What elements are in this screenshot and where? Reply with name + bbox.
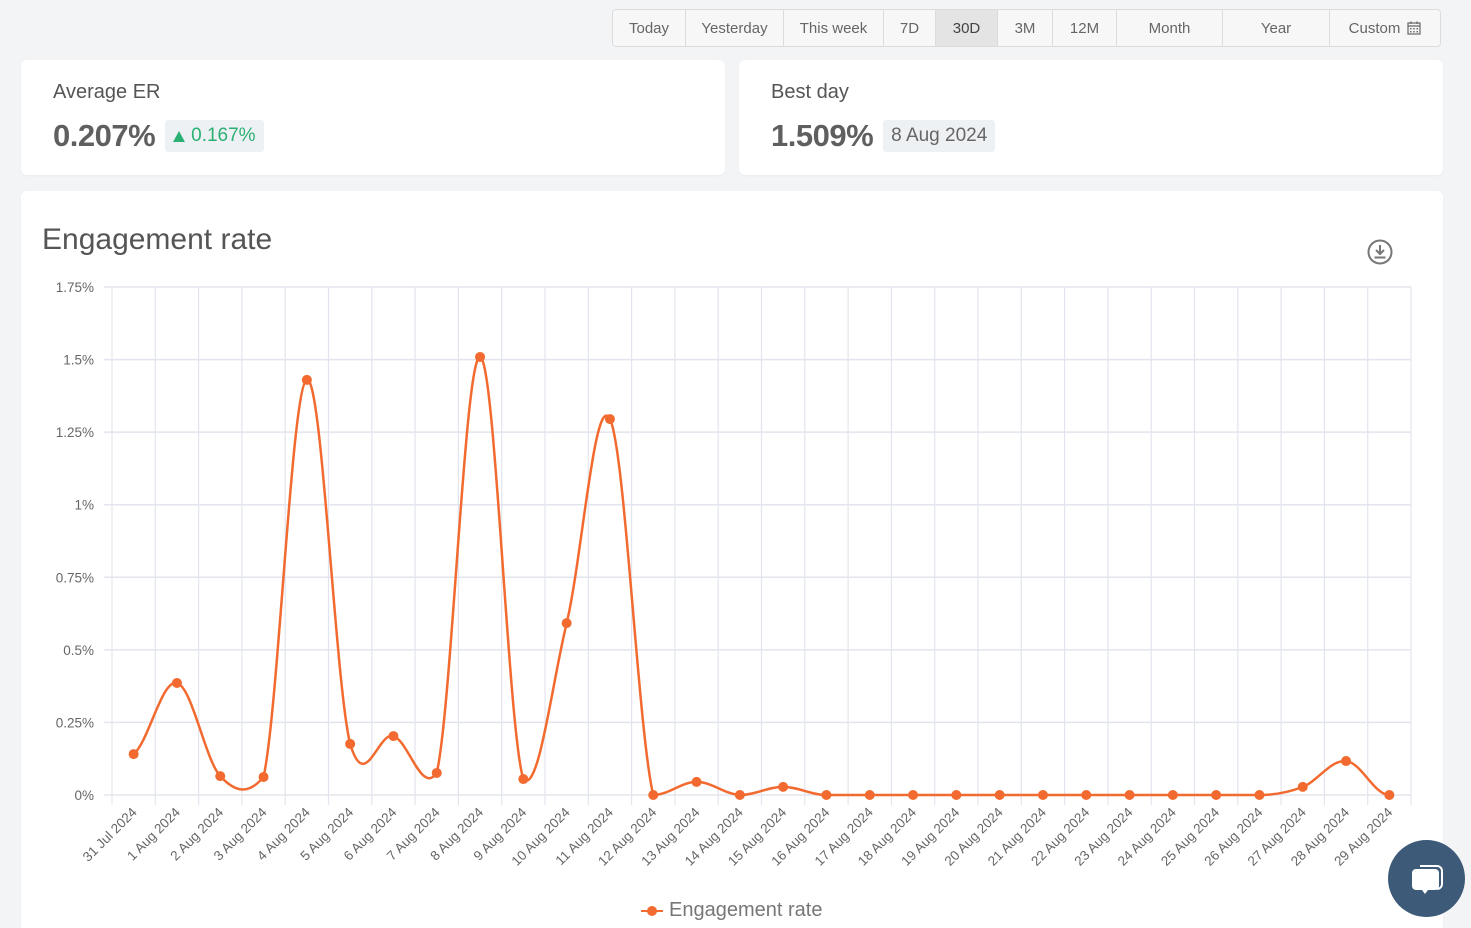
data-point[interactable] [171,677,182,688]
range-option-label: Custom [1348,19,1401,37]
best-day-date: 8 Aug 2024 [883,120,996,152]
data-point[interactable] [1124,790,1135,800]
legend-item[interactable]: Engagement rate [641,899,822,922]
average-er-label: Average ER [53,81,161,103]
data-point[interactable] [1037,790,1048,800]
range-option-custom[interactable]: Custom [1330,10,1440,46]
range-option-7d[interactable]: 7D [884,10,936,46]
range-option-label: 7D [899,19,920,37]
best-day-card: Best day 1.509% 8 Aug 2024 [739,60,1443,175]
series-line [132,355,1390,797]
range-option-label: Yesterday [701,19,768,37]
data-point[interactable] [604,414,615,425]
data-point[interactable] [821,790,832,800]
y-tick-label: 1.5% [63,353,94,368]
average-er-card: Average ER 0.207% 0.167% [21,60,725,175]
data-point[interactable] [1341,756,1352,767]
average-er-value: 0.207% [53,118,156,153]
data-point[interactable] [951,790,962,800]
data-point[interactable] [908,790,919,800]
data-point[interactable] [648,790,659,800]
data-point[interactable] [215,771,226,782]
data-point[interactable] [1167,790,1178,800]
data-point[interactable] [128,749,139,760]
data-point[interactable] [431,767,442,778]
range-option-12m[interactable]: 12M [1053,10,1117,46]
best-day-label: Best day [771,81,849,103]
range-option-today[interactable]: Today [613,10,686,46]
y-tick-label: 0.25% [56,715,94,730]
range-option-label: 30D [952,19,981,37]
download-button[interactable] [1367,239,1393,265]
chat-widget-button[interactable] [1388,840,1465,917]
data-point[interactable] [301,374,312,385]
y-tick-label: 1.25% [56,425,94,440]
data-point[interactable] [1081,790,1092,800]
y-tick-label: 0% [74,788,94,803]
y-tick-label: 0.75% [56,570,94,585]
data-point[interactable] [1297,781,1308,792]
range-option-year[interactable]: Year [1223,10,1330,46]
data-point[interactable] [518,774,529,785]
best-day-value: 1.509% [771,118,874,153]
data-point[interactable] [864,790,875,800]
calendar-icon [1407,21,1421,35]
data-point[interactable] [691,776,702,787]
data-point[interactable] [345,738,356,749]
data-point[interactable] [388,731,399,742]
date-range-selector: Today Yesterday This week 7D 30D 3M 12M Month Ye… [612,9,1441,47]
change-value: 0.167% [191,125,256,146]
range-option-label: Year [1260,19,1292,37]
line-chart: 0%0.25%0.5%0.75%1%1.25%1.5%1.75%31 Jul 2… [56,280,1412,869]
y-tick-label: 0.5% [63,643,94,658]
change-badge: 0.167% [165,120,264,152]
y-tick-label: 1% [74,498,94,513]
legend-label: Engagement rate [669,899,823,921]
data-point[interactable] [258,772,269,783]
range-option-label: Today [628,19,670,37]
chart-title: Engagement rate [42,223,273,256]
legend-line-marker-icon [641,905,663,917]
range-option-30d[interactable]: 30D [936,10,998,46]
range-option-label: 3M [1014,19,1036,37]
arrow-up-icon [173,130,186,142]
range-option-label: Month [1148,19,1191,37]
data-point[interactable] [561,618,572,629]
data-point[interactable] [1211,790,1222,800]
data-point[interactable] [734,790,745,800]
range-option-yesterday[interactable]: Yesterday [686,10,784,46]
data-point[interactable] [994,790,1005,800]
data-point[interactable] [1254,790,1265,800]
range-option-3m[interactable]: 3M [998,10,1053,46]
y-tick-label: 1.75% [56,280,94,295]
data-point[interactable] [1384,790,1395,800]
chat-icon [1411,864,1443,894]
range-option-month[interactable]: Month [1117,10,1223,46]
data-point[interactable] [778,781,789,792]
download-icon [1367,239,1393,265]
engagement-rate-chart-card: Engagement rate 0% 0.25% 0.5% 0.75% 1% 1.25% 1… [21,191,1443,928]
range-option-this-week[interactable]: This week [784,10,884,46]
data-point[interactable] [475,351,486,362]
range-option-label: This week [799,19,868,37]
range-option-label: 12M [1069,19,1100,37]
